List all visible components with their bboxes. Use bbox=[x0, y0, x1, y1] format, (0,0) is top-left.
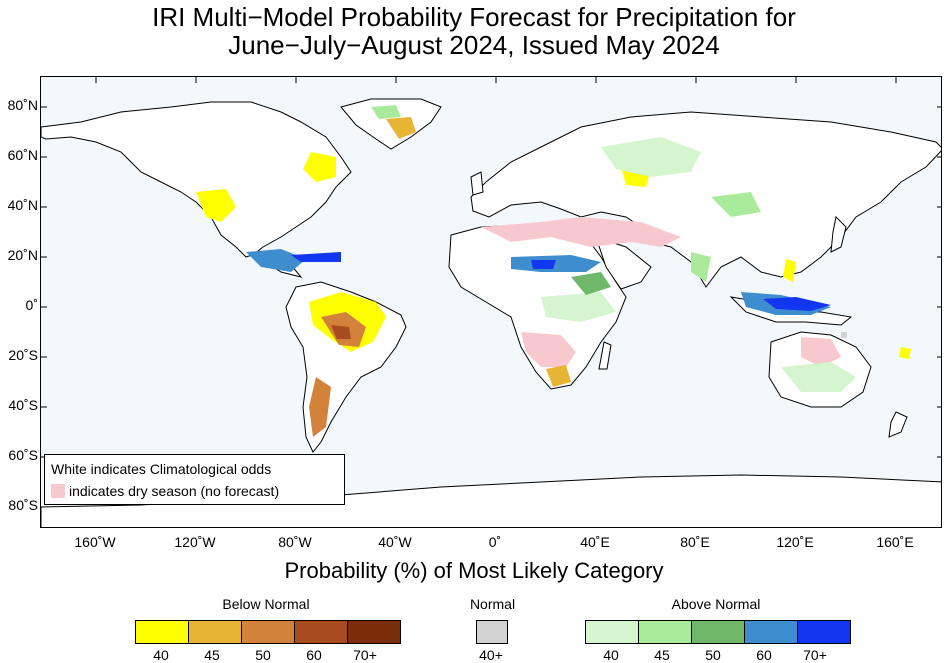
uk-ireland bbox=[470, 171, 484, 196]
dry-season-swatch bbox=[51, 484, 65, 498]
below-normal-swatch-70 bbox=[347, 620, 401, 644]
above-normal-level-45: 45 bbox=[654, 647, 670, 663]
normal-regions bbox=[841, 332, 847, 338]
dry-season-regions bbox=[481, 217, 841, 367]
normal-swatches bbox=[476, 620, 508, 644]
lat-label-60s: 60˚S bbox=[8, 447, 38, 463]
below-normal-swatch-45 bbox=[188, 620, 242, 644]
normal-label: Normal bbox=[469, 596, 516, 612]
lon-label-0: 0˚ bbox=[488, 534, 502, 550]
lat-label-40s: 40˚S bbox=[8, 397, 38, 413]
lon-label-120w: 120˚W bbox=[174, 534, 216, 550]
lon-label-160e: 160˚E bbox=[876, 534, 914, 550]
lat-label-80s: 80˚S bbox=[8, 497, 38, 513]
above-normal-level-60: 60 bbox=[756, 647, 772, 663]
below-normal-level-40: 40 bbox=[153, 647, 169, 663]
japan bbox=[830, 215, 847, 253]
above-normal-level-50: 50 bbox=[705, 647, 721, 663]
below-normal-swatch-50 bbox=[241, 620, 295, 644]
normal-level-40: 40+ bbox=[479, 647, 503, 663]
below-normal-label: Below Normal bbox=[222, 596, 310, 612]
lon-label-80e: 80˚E bbox=[680, 534, 710, 550]
lon-label-40e: 40˚E bbox=[580, 534, 610, 550]
world-map bbox=[40, 76, 942, 528]
below-normal-level-45: 45 bbox=[204, 647, 220, 663]
lon-label-160w: 160˚W bbox=[74, 534, 116, 550]
above-normal-regions bbox=[246, 105, 856, 392]
lon-label-80w: 80˚W bbox=[278, 534, 312, 550]
below-normal-level-60: 60 bbox=[306, 647, 322, 663]
lat-label-40n: 40˚N bbox=[7, 197, 38, 213]
below-normal-level-70: 70+ bbox=[353, 647, 377, 663]
map-title-line-1: IRI Multi−Model Probability Forecast for… bbox=[152, 2, 796, 32]
below-normal-swatches bbox=[135, 620, 401, 644]
below-normal-regions bbox=[196, 117, 911, 437]
above-normal-label: Above Normal bbox=[671, 596, 761, 612]
lon-label-120e: 120˚E bbox=[776, 534, 814, 550]
above-normal-level-70: 70+ bbox=[803, 647, 827, 663]
above-normal-swatch-70 bbox=[797, 620, 851, 644]
above-normal-swatch-40 bbox=[585, 620, 639, 644]
north-america bbox=[41, 101, 352, 278]
map-legend-box: White indicates Climatological odds indi… bbox=[44, 454, 345, 505]
above-normal-level-40: 40 bbox=[603, 647, 619, 663]
arabia bbox=[595, 236, 652, 290]
lat-label-80n: 80˚N bbox=[7, 97, 38, 113]
lat-label-eq: 0˚ bbox=[25, 297, 38, 313]
above-normal-swatch-45 bbox=[638, 620, 692, 644]
lat-label-60n: 60˚N bbox=[7, 147, 38, 163]
below-normal-swatch-60 bbox=[294, 620, 348, 644]
map-title-line-2: June−July−August 2024, Issued May 2024 bbox=[228, 30, 720, 60]
below-normal-swatch-40 bbox=[135, 620, 189, 644]
new-zealand bbox=[888, 411, 908, 438]
above-normal-swatch-60 bbox=[744, 620, 798, 644]
lat-label-20n: 20˚N bbox=[7, 247, 38, 263]
dry-season-note: indicates dry season (no forecast) bbox=[51, 483, 279, 499]
below-normal-level-50: 50 bbox=[255, 647, 271, 663]
climatological-odds-note: White indicates Climatological odds bbox=[51, 461, 272, 477]
above-normal-swatch-50 bbox=[691, 620, 745, 644]
world-map-canvas bbox=[41, 77, 941, 527]
lat-label-20s: 20˚S bbox=[8, 347, 38, 363]
normal-swatch-40 bbox=[476, 620, 508, 644]
madagascar bbox=[598, 341, 612, 370]
colorbar-title: Probability (%) of Most Likely Category bbox=[284, 558, 664, 583]
dry-season-text: indicates dry season (no forecast) bbox=[69, 483, 280, 499]
above-normal-swatches bbox=[585, 620, 851, 644]
lon-label-40w: 40˚W bbox=[378, 534, 412, 550]
